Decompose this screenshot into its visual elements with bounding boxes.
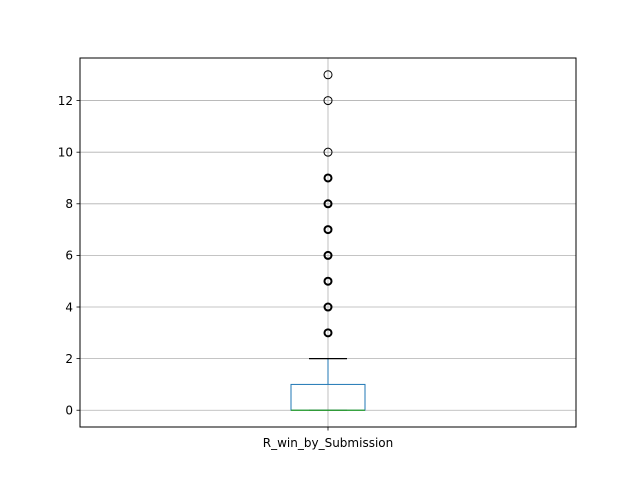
y-tick-label: 10 — [58, 145, 73, 159]
outlier-point — [323, 147, 333, 157]
outlier-point-overlap — [323, 302, 333, 312]
y-tick-label: 8 — [65, 197, 73, 211]
outlier-point-overlap — [323, 251, 333, 260]
y-tick-label: 2 — [65, 352, 73, 366]
y-tick-label: 4 — [65, 300, 73, 314]
outlier-point-overlap — [323, 199, 333, 208]
box-elements — [290, 358, 366, 411]
y-tick-label: 6 — [65, 249, 73, 263]
outlier-point-overlap — [323, 277, 333, 286]
outlier-point — [323, 70, 333, 80]
axis-ticks: 0 2 4 6 8 10 12 R_win_by_Submission — [58, 94, 394, 450]
outlier-point-overlap — [323, 173, 333, 183]
y-tick-label: 0 — [65, 404, 73, 418]
x-tick-label: R_win_by_Submission — [263, 436, 393, 450]
outlier-point — [323, 96, 333, 106]
outlier-point-overlap — [323, 328, 333, 337]
grid-lines — [80, 58, 576, 427]
outlier-points — [323, 70, 333, 338]
y-tick-label: 12 — [58, 94, 73, 108]
outlier-point-overlap — [323, 225, 333, 234]
